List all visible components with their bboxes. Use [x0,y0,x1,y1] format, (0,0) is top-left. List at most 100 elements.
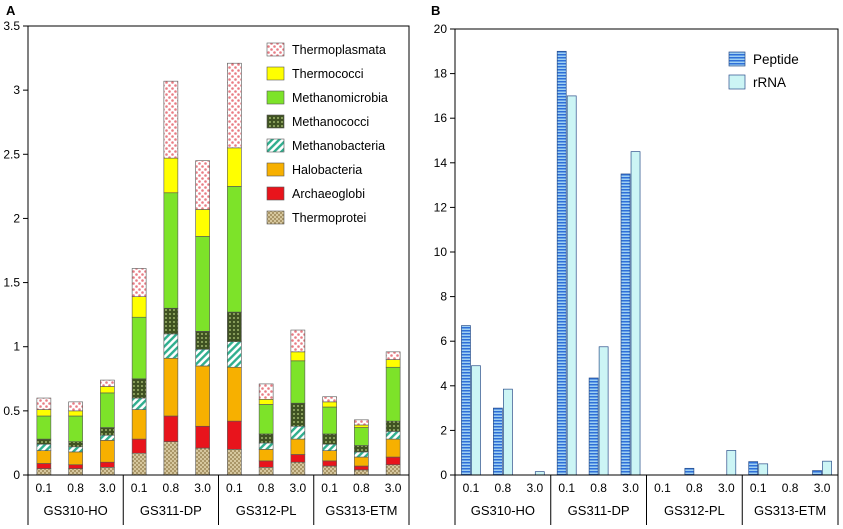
bar-segment-thermoprotei [163,441,179,476]
bar-segment-thermoplasmata [131,268,147,297]
bar-segment-methanobacteria [100,434,115,441]
bar-segment-thermococci [195,209,210,237]
bar-segment-methanococci [322,433,337,445]
legend-label: Methanococci [292,115,369,129]
bar-segment-halobacteria [131,409,147,440]
bar-segment-thermoplasmata [290,329,306,353]
group-label: GS313-ETM [325,503,397,518]
legend-label: Halobacteria [292,163,362,177]
bar-segment-thermoplasmata [227,62,242,149]
legend-swatch-peptide [728,51,746,67]
bar-rrna [822,460,832,476]
bar-segment-methanobacteria [385,431,401,440]
legend-label: Thermococci [292,67,364,81]
bar-segment-methanomicrobia [131,316,147,380]
legend-label: Peptide [753,52,799,67]
bar-segment-thermococci [258,399,274,405]
bar-segment-thermoprotei [227,449,242,476]
x-tick-label: 0.8 [495,481,512,495]
x-tick-label: 0.1 [654,481,671,495]
bar-segment-thermoprotei [195,447,210,476]
legend-swatch-thermoplasmata [266,42,285,57]
panel-b-chart: B 0 2 4 6 8 10 12 14 16 18 20 0.1 0.8 3.0 0.1 0.8 3.0 0.1 0… [431,3,839,525]
bar-segment-archaeoglobi [227,420,242,450]
bar-segment-methanococci [68,441,83,448]
bar-segment-methanococci [163,307,179,335]
x-tick-label: 0.1 [36,481,53,495]
bar-segment-methanococci [100,427,115,436]
bar-segment-halobacteria [258,449,274,462]
y-tick-label: 16 [434,111,448,125]
x-tick-label: 0.8 [67,481,84,495]
bar-segment-methanomicrobia [163,192,179,309]
bar-segment-methanomicrobia [100,392,115,428]
bar-segment-thermoprotei [36,468,52,476]
legend-swatch-thermoprotei [266,210,285,225]
bar-segment-methanobacteria [354,451,369,458]
x-tick-label: 0.8 [590,481,607,495]
bar-segment-archaeoglobi [290,454,306,463]
bar-segment-thermoprotei [100,467,115,476]
bar-segment-halobacteria [385,438,401,458]
bar-segment-methanococci [290,402,306,427]
bar-segment-methanobacteria [227,341,242,368]
legend-label: Thermoplasmata [292,43,386,57]
bar-segment-methanomicrobia [290,360,306,404]
bar-segment-methanomicrobia [385,366,401,422]
bar-segment-halobacteria [100,440,115,463]
bar-rrna [503,388,513,476]
legend-swatch-thermococci [266,66,285,81]
bar-peptide [748,461,759,476]
bar-segment-archaeoglobi [68,464,83,469]
bar-peptide [556,50,567,476]
bar-segment-methanococci [354,445,369,453]
y-tick-label: 4 [440,379,447,393]
bar-segment-methanomicrobia [195,236,210,332]
y-tick-label: 1 [13,340,20,354]
bar-segment-archaeoglobi [131,438,147,454]
bar-segment-thermoprotei [354,469,369,476]
bar-peptide [812,470,822,476]
x-tick-label: 3.0 [622,481,639,495]
y-tick-label: 14 [434,156,448,170]
bar-segment-thermoplasmata [322,396,337,403]
bar-segment-archaeoglobi [354,465,369,471]
legend-swatch-methanobacteria [266,138,285,153]
bar-segment-thermoplasmata [36,397,52,410]
x-tick-label: 0.1 [750,481,767,495]
bar-segment-methanobacteria [322,443,337,451]
bar-segment-thermoplasmata [100,379,115,387]
panel-a-chart: A 0 0.5 1 1.5 2 2.5 3 3.5 0.1 0.8 3.0 0.1 0.8 3.0 0.1 0.… [3,3,410,525]
x-tick-label: 0.8 [782,481,799,495]
bar-segment-archaeoglobi [258,460,274,468]
legend-swatch-archaeoglobi [266,186,285,201]
bar-segment-thermococci [354,424,369,428]
legend-label: rRNA [753,75,786,90]
legend-label: Methanobacteria [292,139,385,153]
bar-segment-halobacteria [290,438,306,455]
bar-segment-archaeoglobi [36,463,52,469]
x-tick-label: 3.0 [526,481,543,495]
group-label: GS313-ETM [754,503,826,518]
x-tick-label: 0.8 [686,481,703,495]
bar-segment-thermoprotei [290,461,306,476]
group-label: GS312-PL [664,503,725,518]
x-tick-label: 0.1 [321,481,338,495]
bar-segment-thermococci [322,401,337,408]
legend-label: Thermoprotei [292,211,366,225]
bar-segment-methanococci [258,433,274,444]
x-tick-label: 3.0 [718,481,735,495]
x-tick-label: 3.0 [99,481,116,495]
bar-peptide [684,467,695,476]
y-tick-label: 10 [434,245,448,259]
bar-segment-methanobacteria [36,443,52,451]
bar-segment-thermococci [131,296,147,318]
bar-segment-halobacteria [36,450,52,464]
bar-segment-thermoplasmata [68,401,83,412]
y-tick-label: 18 [434,67,448,81]
bar-segment-thermoprotei [131,452,147,476]
y-tick-label: 3 [13,83,20,97]
x-tick-label: 0.1 [226,481,243,495]
bar-segment-methanococci [36,438,52,445]
group-label: GS310-HO [43,503,107,518]
